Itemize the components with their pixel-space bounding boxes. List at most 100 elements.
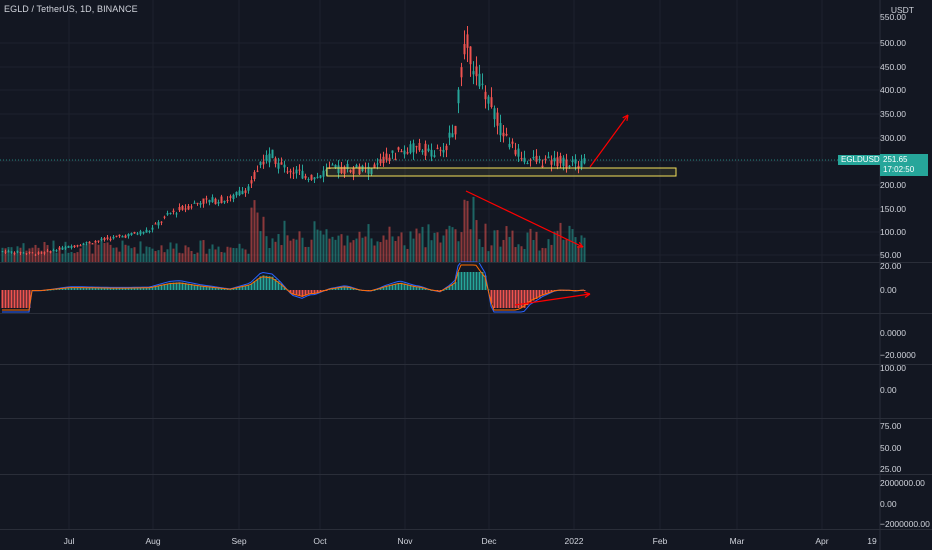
volume-bar <box>349 242 352 262</box>
volume-bar <box>253 200 256 262</box>
volume-bar <box>184 245 187 262</box>
candle-body <box>229 196 232 198</box>
volume-bar <box>427 224 430 262</box>
pane-separator[interactable] <box>0 262 880 263</box>
volume-bar <box>583 237 586 262</box>
candle-body <box>574 159 577 164</box>
time-axis-label: Oct <box>313 536 327 546</box>
volume-bar <box>574 237 577 262</box>
macd-histogram-bar <box>196 285 199 290</box>
volume-bar <box>553 231 556 262</box>
pane-separator[interactable] <box>0 418 880 419</box>
candle-body <box>193 202 196 204</box>
macd-histogram-bar <box>319 290 322 293</box>
volume-bar <box>223 252 226 262</box>
candle-body <box>289 170 292 173</box>
volume-bar <box>121 240 124 262</box>
macd-histogram-bar <box>397 282 400 290</box>
macd-histogram-bar <box>457 272 460 290</box>
volume-bar <box>49 250 52 262</box>
macd-histogram-bar <box>415 286 418 290</box>
macd-histogram-bar <box>460 272 463 290</box>
pane-separator[interactable] <box>0 529 880 530</box>
volume-bar <box>424 247 427 262</box>
macd-histogram-bar <box>109 287 112 290</box>
axis-separator <box>880 262 932 263</box>
macd-histogram-bar <box>193 284 196 290</box>
candle-body <box>448 132 451 138</box>
candle-body <box>493 108 496 120</box>
candle-body <box>163 216 166 218</box>
macd-histogram-bar <box>244 285 247 290</box>
macd-histogram-bar <box>502 290 505 308</box>
macd-histogram-bar <box>382 287 385 290</box>
candle-body <box>109 238 112 241</box>
macd-histogram-bar <box>343 286 346 290</box>
candle-body <box>511 141 514 144</box>
volume-bar <box>187 247 190 262</box>
macd-histogram-bar <box>259 276 262 290</box>
macd-histogram-bar <box>541 290 544 296</box>
macd-histogram-bar <box>115 287 118 290</box>
volume-bar <box>124 244 127 262</box>
currency-label[interactable]: USDT <box>890 5 914 15</box>
candle-body <box>400 151 403 153</box>
candle-body <box>67 245 70 248</box>
volume-bar <box>445 229 448 262</box>
support-zone-rectangle <box>326 167 677 177</box>
volume-bar <box>331 236 334 262</box>
macd-histogram-bar <box>85 287 88 290</box>
macd-histogram-bar <box>10 290 13 308</box>
volume-bar <box>436 232 439 262</box>
price-axis-label: 150.00 <box>880 204 906 214</box>
macd-histogram-bar <box>139 287 142 290</box>
last-price-box: 251.65 17:02:50 <box>880 154 928 176</box>
candle-body <box>154 223 157 225</box>
volume-bar <box>130 248 133 262</box>
pane-separator[interactable] <box>0 313 880 314</box>
pane4-axis-label: 0.00 <box>880 385 897 395</box>
candle-body <box>385 153 388 160</box>
macd-histogram-bar <box>547 290 550 294</box>
volume-bar <box>178 252 181 262</box>
candle-body <box>61 247 64 250</box>
candle-body <box>466 34 469 48</box>
volume-bar <box>559 222 562 262</box>
volume-bar <box>292 238 295 262</box>
candle-body <box>256 170 259 172</box>
macd-histogram-bar <box>25 290 28 308</box>
candle-body <box>91 243 94 245</box>
volume-bar <box>274 241 277 262</box>
symbol-title[interactable]: EGLD / TetherUS, 1D, BINANCE <box>4 4 138 14</box>
volume-bar <box>13 252 16 262</box>
candle-body <box>142 232 145 234</box>
macd-histogram-bar <box>451 284 454 290</box>
candle-body <box>505 133 508 136</box>
volume-bar <box>505 226 508 262</box>
candle-body <box>478 73 481 87</box>
price-axis-label: 200.00 <box>880 180 906 190</box>
candle-body <box>547 156 550 159</box>
pane-separator[interactable] <box>0 474 880 475</box>
macd-histogram-bar <box>148 287 151 290</box>
macd-histogram-bar <box>103 287 106 290</box>
macd-histogram-bar <box>1 290 4 308</box>
volume-bar <box>400 232 403 262</box>
candle-body <box>217 202 220 204</box>
candle-body <box>151 227 154 230</box>
macd-histogram-bar <box>463 272 466 290</box>
candle-body <box>394 158 397 161</box>
candle-body <box>103 238 106 240</box>
candle-body <box>367 166 370 174</box>
pane-separator[interactable] <box>0 364 880 365</box>
volume-bar <box>514 247 517 262</box>
candle-body <box>463 44 466 55</box>
volume-bar <box>487 251 490 262</box>
volume-bar <box>148 247 151 262</box>
macd-histogram-bar <box>325 290 328 291</box>
candle-body <box>343 166 346 174</box>
volume-bar <box>496 230 499 262</box>
volume-bar <box>334 239 337 262</box>
candle-body <box>472 71 475 75</box>
